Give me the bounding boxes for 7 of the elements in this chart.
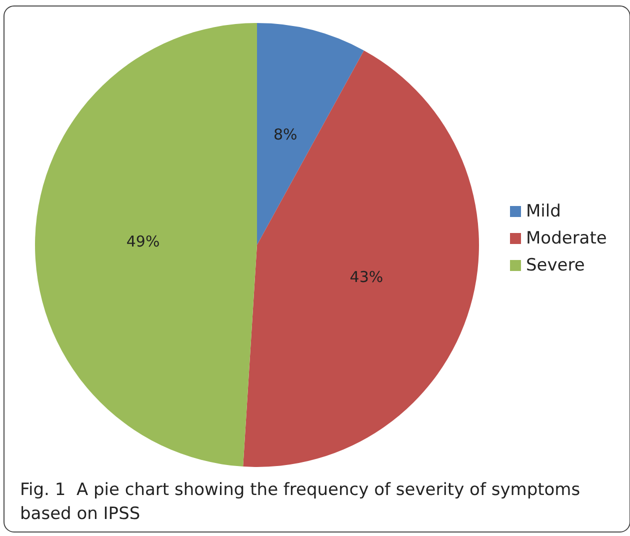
data-label: 8% — [273, 126, 298, 144]
legend-label: Mild — [526, 202, 561, 222]
caption: Fig. 1 A pie chart showing the frequency of severity of symptoms based on IPSS — [20, 480, 586, 524]
data-label: 43% — [350, 268, 384, 286]
legend-label: Moderate — [526, 228, 607, 248]
legend-label: Severe — [526, 256, 585, 276]
data-label: 49% — [126, 232, 160, 250]
